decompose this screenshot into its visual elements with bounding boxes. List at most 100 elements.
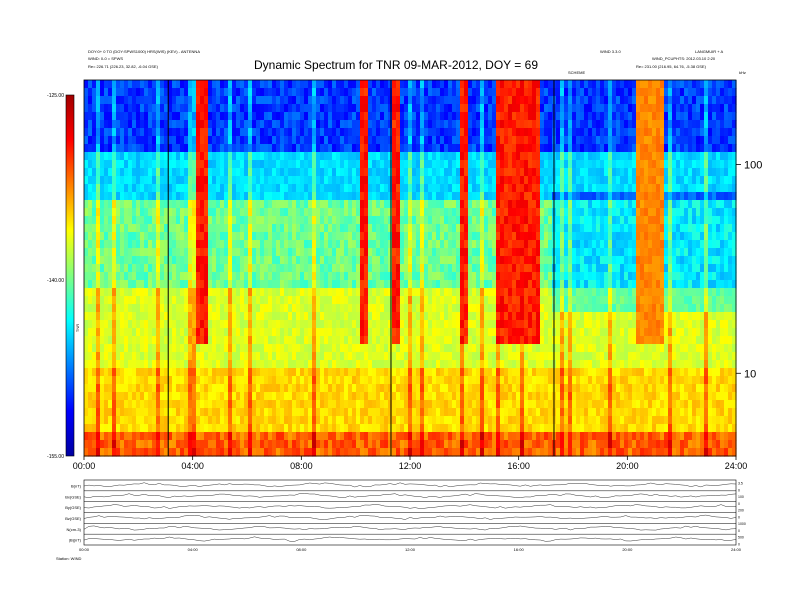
heatmap-cell xyxy=(212,192,217,201)
heatmap-cell xyxy=(492,272,497,281)
heatmap-cell xyxy=(132,376,137,385)
heatmap-cell xyxy=(324,80,329,89)
heatmap-cell xyxy=(232,224,237,233)
heatmap-cell xyxy=(476,392,481,401)
heatmap-cell xyxy=(260,112,265,121)
heatmap-cell xyxy=(392,424,397,433)
heatmap-cell xyxy=(172,352,177,361)
heatmap-cell xyxy=(440,208,445,217)
heatmap-cell xyxy=(440,320,445,329)
heatmap-cell xyxy=(484,328,489,337)
heatmap-cell xyxy=(328,312,333,321)
heatmap-cell xyxy=(288,352,293,361)
heatmap-cell xyxy=(148,432,153,441)
heatmap-cell xyxy=(336,224,341,233)
heatmap-cell xyxy=(444,80,449,89)
heatmap-cell xyxy=(384,320,389,329)
heatmap-cell xyxy=(300,448,305,457)
heatmap-cell xyxy=(428,224,433,233)
heatmap-cell xyxy=(156,360,161,369)
heatmap-cell xyxy=(304,304,309,313)
heatmap-cell xyxy=(424,200,429,209)
heatmap-cell xyxy=(324,376,329,385)
heatmap-cell xyxy=(208,424,213,433)
heatmap-cell xyxy=(84,80,89,89)
heatmap-cell xyxy=(352,104,357,113)
heatmap-cell xyxy=(124,168,129,177)
heatmap-cell xyxy=(136,280,141,289)
heatmap-cell xyxy=(264,240,269,249)
heatmap-cell xyxy=(252,240,257,249)
heatmap-cell xyxy=(444,440,449,449)
heatmap-cell xyxy=(92,88,97,97)
heatmap-cell xyxy=(488,232,493,241)
heatmap-cell xyxy=(416,208,421,217)
heatmap-cell xyxy=(236,248,241,257)
heatmap-cell xyxy=(408,400,413,409)
heatmap-cell xyxy=(308,152,313,161)
heatmap-cell xyxy=(312,88,317,97)
heatmap-cell xyxy=(260,312,265,321)
heatmap-cell xyxy=(160,168,165,177)
heatmap-cell xyxy=(320,144,325,153)
heatmap-cell xyxy=(104,224,109,233)
heatmap-cell xyxy=(244,176,249,185)
heatmap-cell xyxy=(272,240,277,249)
heatmap-cell xyxy=(412,424,417,433)
heatmap-cell xyxy=(96,352,101,361)
heatmap-cell xyxy=(340,184,345,193)
heatmap-cell xyxy=(248,104,253,113)
heatmap-cell xyxy=(492,432,497,441)
heatmap-cell xyxy=(368,200,373,209)
heatmap-cell xyxy=(284,376,289,385)
header-mid-label: SCHEME xyxy=(568,70,586,75)
heatmap-cell xyxy=(264,448,269,457)
heatmap-cell xyxy=(300,416,305,425)
heatmap-cell xyxy=(200,360,205,369)
heatmap-cell xyxy=(200,232,205,241)
heatmap-cell xyxy=(224,312,229,321)
heatmap-cell xyxy=(140,432,145,441)
heatmap-cell xyxy=(108,424,113,433)
heatmap-cell xyxy=(264,312,269,321)
heatmap-cell xyxy=(488,440,493,449)
heatmap-cell xyxy=(272,96,277,105)
heatmap-cell xyxy=(344,400,349,409)
heatmap-cell xyxy=(268,248,273,257)
heatmap-cell xyxy=(408,304,413,313)
heatmap-cell xyxy=(100,440,105,449)
heatmap-cell xyxy=(208,256,213,265)
heatmap-cell xyxy=(272,384,277,393)
heatmap-cell xyxy=(324,192,329,201)
heatmap-cell xyxy=(320,328,325,337)
heatmap-cell xyxy=(424,336,429,345)
heatmap-cell xyxy=(444,144,449,153)
heatmap-cell xyxy=(436,336,441,345)
heatmap-cell xyxy=(236,424,241,433)
heatmap-cell xyxy=(204,80,209,89)
heatmap-cell xyxy=(236,352,241,361)
heatmap-cell xyxy=(304,96,309,105)
heatmap-cell xyxy=(352,256,357,265)
heatmap-cell xyxy=(156,248,161,257)
heatmap-cell xyxy=(204,336,209,345)
heatmap-cell xyxy=(192,88,197,97)
heatmap-cell xyxy=(180,368,185,377)
heatmap-cell xyxy=(92,360,97,369)
heatmap-cell xyxy=(128,272,133,281)
heatmap-cell xyxy=(336,144,341,153)
heatmap-cell xyxy=(196,96,201,105)
heatmap-cell xyxy=(452,336,457,345)
heatmap-cell xyxy=(268,256,273,265)
heatmap-cell xyxy=(168,328,173,337)
heatmap-cell xyxy=(308,120,313,129)
heatmap-cell xyxy=(128,312,133,321)
heatmap-cell xyxy=(232,200,237,209)
heatmap-cell xyxy=(412,288,417,297)
heatmap-cell xyxy=(200,176,205,185)
heatmap-cell xyxy=(284,80,289,89)
heatmap-cell xyxy=(136,256,141,265)
heatmap-cell xyxy=(384,368,389,377)
heatmap-cell xyxy=(180,440,185,449)
heatmap-cell xyxy=(484,232,489,241)
